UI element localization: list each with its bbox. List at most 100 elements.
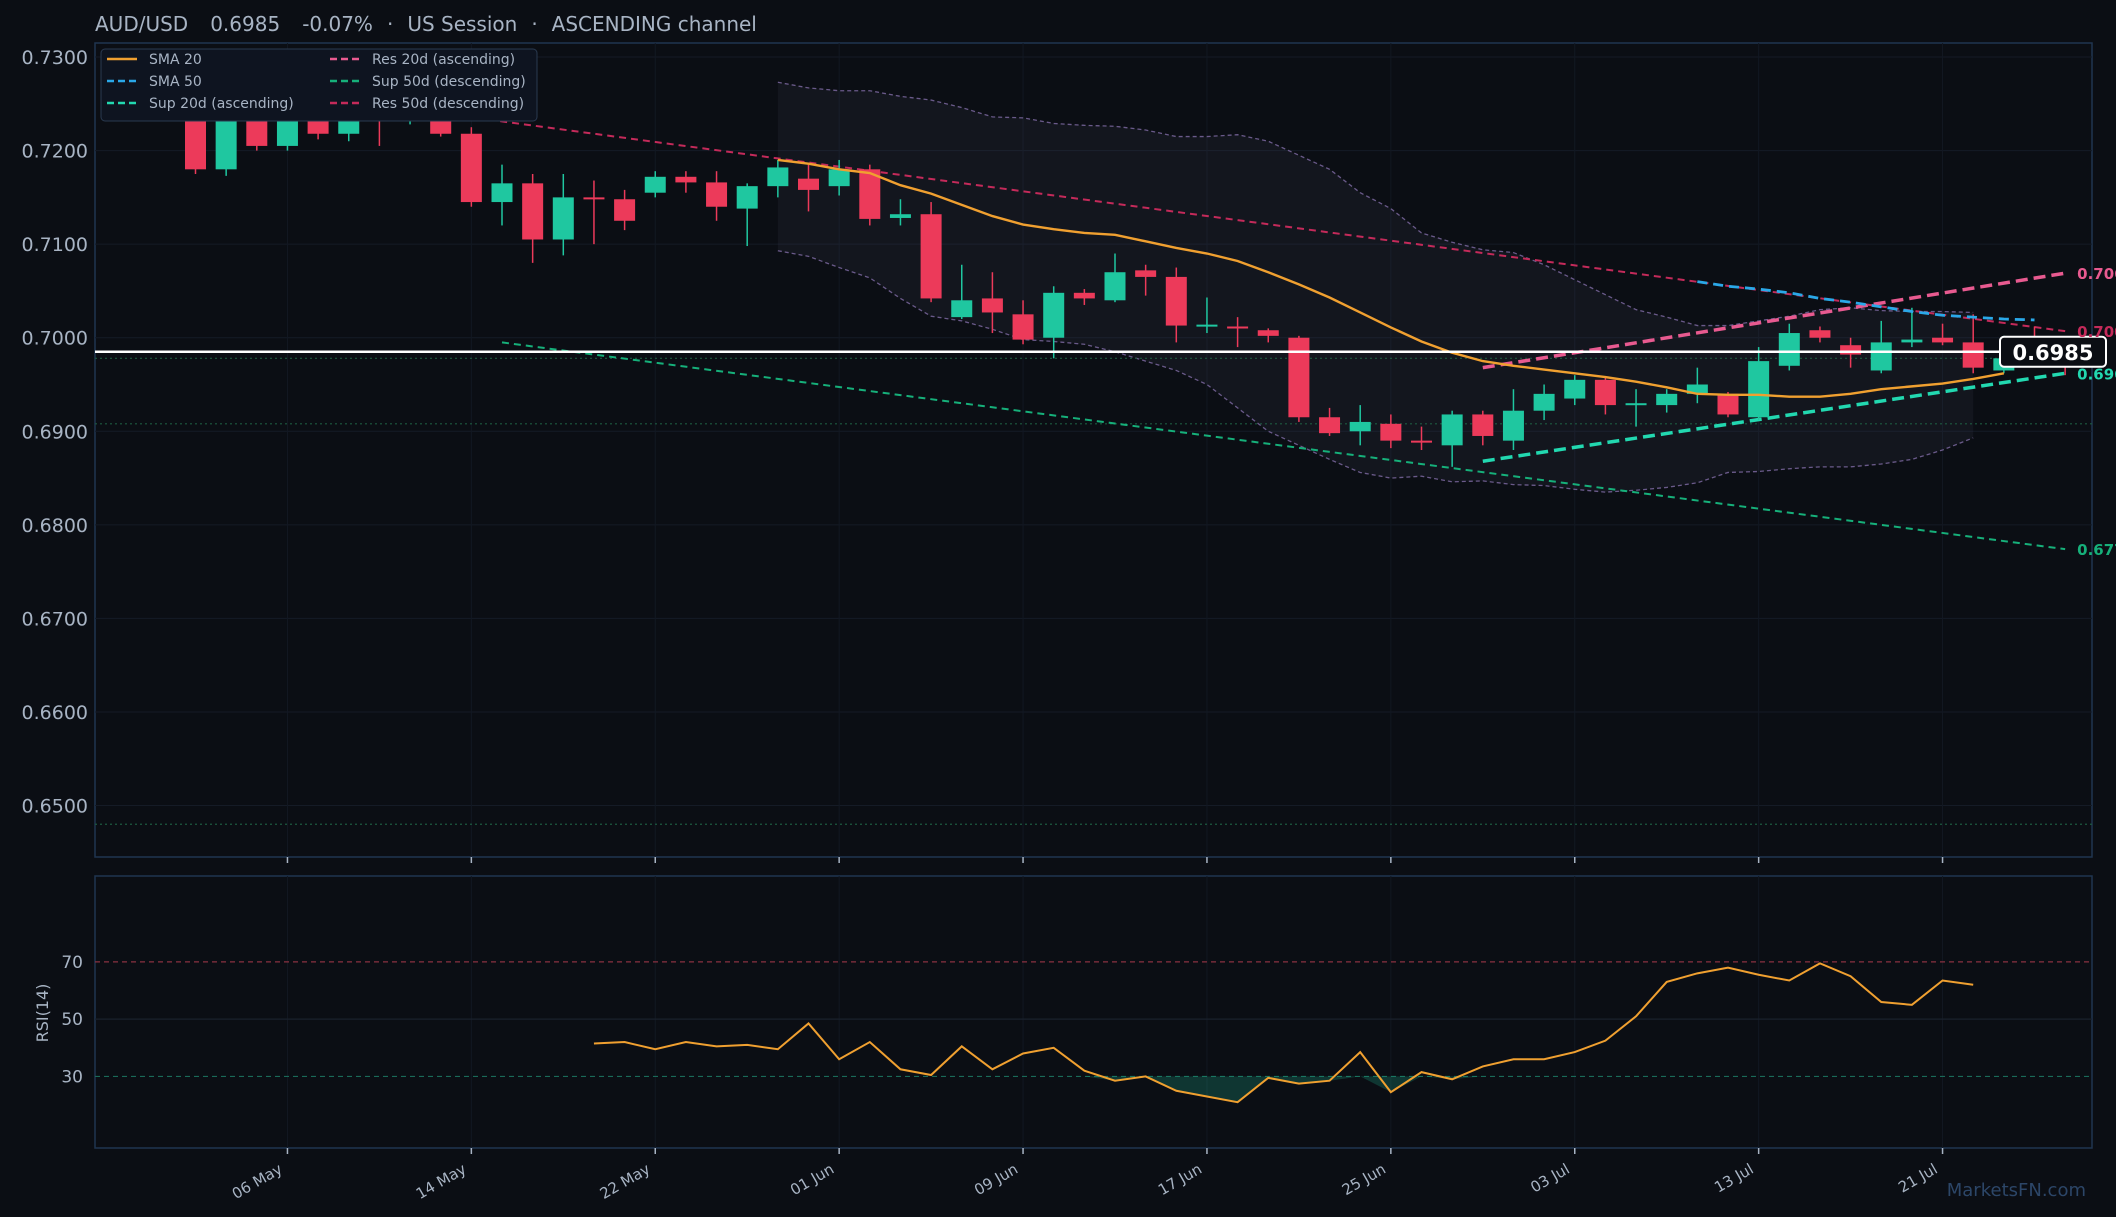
candle bbox=[1717, 391, 1739, 418]
price-grid bbox=[95, 43, 2092, 857]
candle-body bbox=[767, 167, 789, 187]
price-tick-label: 0.6600 bbox=[22, 702, 88, 724]
candle bbox=[1870, 320, 1892, 374]
candle bbox=[1135, 264, 1157, 296]
candle-body bbox=[1073, 292, 1095, 299]
candle-body bbox=[1870, 342, 1892, 371]
rsi-line bbox=[593, 962, 1974, 1104]
candle bbox=[1288, 335, 1310, 422]
candle bbox=[1411, 426, 1432, 450]
candle-body bbox=[859, 169, 881, 219]
candle bbox=[1686, 367, 1708, 404]
header-sep-1: · bbox=[387, 12, 393, 36]
candle-body bbox=[1196, 324, 1218, 327]
candle-body bbox=[1502, 410, 1524, 441]
candle bbox=[1441, 410, 1463, 467]
candle bbox=[1594, 377, 1616, 415]
candle-body bbox=[1533, 393, 1555, 411]
candle-body bbox=[583, 197, 605, 200]
candle-body bbox=[1656, 393, 1678, 406]
candle-body bbox=[675, 176, 697, 183]
price-tick-label: 0.6500 bbox=[22, 796, 88, 818]
candle bbox=[1748, 347, 1770, 421]
candle-body bbox=[1809, 330, 1831, 338]
rsi-tick-label: 70 bbox=[61, 953, 83, 973]
legend-label: SMA 50 bbox=[149, 74, 202, 90]
trendline bbox=[440, 112, 2066, 333]
trendline-label: 0.7007 bbox=[2077, 323, 2116, 341]
candle bbox=[859, 164, 881, 226]
rsi-y-ticks: 30 50 70 bbox=[61, 953, 83, 1088]
candle bbox=[1901, 307, 1923, 348]
candle-body bbox=[1625, 403, 1647, 406]
candle bbox=[1349, 405, 1371, 446]
price-tick-label: 0.6700 bbox=[22, 608, 88, 630]
candle bbox=[798, 164, 819, 212]
rsi-panel: 30 50 70 RSI(14) bbox=[33, 875, 2093, 1149]
candle-body bbox=[614, 199, 636, 221]
candle bbox=[552, 173, 574, 256]
candle-body bbox=[1564, 379, 1586, 399]
rsi-panel-frame bbox=[94, 875, 2093, 1149]
header-price: 0.6985 bbox=[210, 12, 280, 36]
header-session: US Session bbox=[407, 12, 517, 36]
candle bbox=[1962, 314, 1984, 374]
trendline-label: 0.7069 bbox=[2077, 265, 2116, 283]
trendline-label: 0.6962 bbox=[2077, 365, 2116, 383]
candles bbox=[185, 86, 2076, 467]
candle-body bbox=[889, 214, 911, 218]
candle-body bbox=[1165, 276, 1187, 326]
candle-body bbox=[1901, 339, 1923, 343]
candle-body bbox=[706, 182, 728, 207]
candle bbox=[706, 171, 728, 221]
candle-body bbox=[828, 169, 850, 187]
legend-label: Sup 20d (ascending) bbox=[149, 96, 294, 112]
candle-body bbox=[1380, 423, 1402, 441]
legend: SMA 20 SMA 50 Sup 20d (ascending) Res 20d (… bbox=[100, 48, 538, 122]
candle bbox=[1564, 375, 1586, 406]
legend-item: Sup 20d (ascending) bbox=[107, 96, 294, 112]
band-lower bbox=[777, 250, 1974, 493]
price-tick-label: 0.6900 bbox=[22, 421, 88, 443]
candle bbox=[675, 171, 697, 193]
trendline-labels: 0.7007 0.6774 0.7069 0.6962 bbox=[2077, 265, 2116, 559]
candle bbox=[767, 159, 789, 198]
candle-body bbox=[1778, 333, 1800, 366]
trendline-label: 0.6774 bbox=[2077, 541, 2116, 559]
header-channel: ASCENDING channel bbox=[552, 12, 757, 36]
price-panel: 0.6985 0.6500 0.6600 0.6700 0.6800 0.6900 0.7… bbox=[22, 42, 2116, 858]
candle bbox=[1073, 289, 1095, 305]
candle-body bbox=[1932, 337, 1954, 343]
candle-body bbox=[1441, 414, 1463, 446]
candle bbox=[889, 199, 911, 226]
candle-body bbox=[1411, 440, 1432, 443]
candle bbox=[1932, 323, 1954, 346]
header-sep-2: · bbox=[531, 12, 537, 36]
price-panel-frame bbox=[94, 42, 2093, 858]
candle bbox=[736, 183, 758, 247]
legend-items: SMA 20 SMA 50 Sup 20d (ascending) Res 20d (… bbox=[107, 52, 526, 112]
rsi-ylabel: RSI(14) bbox=[33, 984, 52, 1043]
candle-body bbox=[1717, 393, 1739, 415]
candle bbox=[1472, 410, 1494, 446]
candle-body bbox=[1135, 270, 1157, 277]
legend-label: Res 20d (ascending) bbox=[372, 52, 515, 68]
candle-body bbox=[1840, 345, 1862, 355]
trendline bbox=[501, 341, 2066, 551]
candle bbox=[614, 189, 636, 231]
header-change: -0.07% bbox=[302, 12, 373, 36]
candle bbox=[1625, 389, 1647, 427]
last-price-line: 0.6985 bbox=[95, 335, 2107, 368]
candle-body bbox=[1962, 342, 1984, 368]
candle-body bbox=[522, 183, 544, 240]
header-title: AUD/USD 0.6985 -0.07% · US Session · ASCENDING… bbox=[95, 12, 757, 36]
candle bbox=[1257, 328, 1279, 343]
candle-body bbox=[552, 197, 574, 240]
rsi-tick-label: 30 bbox=[61, 1067, 83, 1087]
candle bbox=[1043, 286, 1065, 359]
candle-body bbox=[736, 186, 758, 209]
last-price-box bbox=[1999, 335, 2107, 368]
candle-body bbox=[1748, 361, 1770, 418]
candle bbox=[1227, 317, 1249, 348]
